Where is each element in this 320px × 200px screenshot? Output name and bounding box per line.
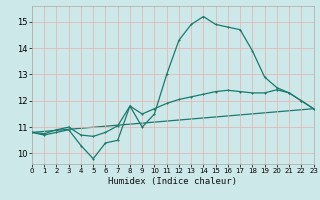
X-axis label: Humidex (Indice chaleur): Humidex (Indice chaleur) [108,177,237,186]
